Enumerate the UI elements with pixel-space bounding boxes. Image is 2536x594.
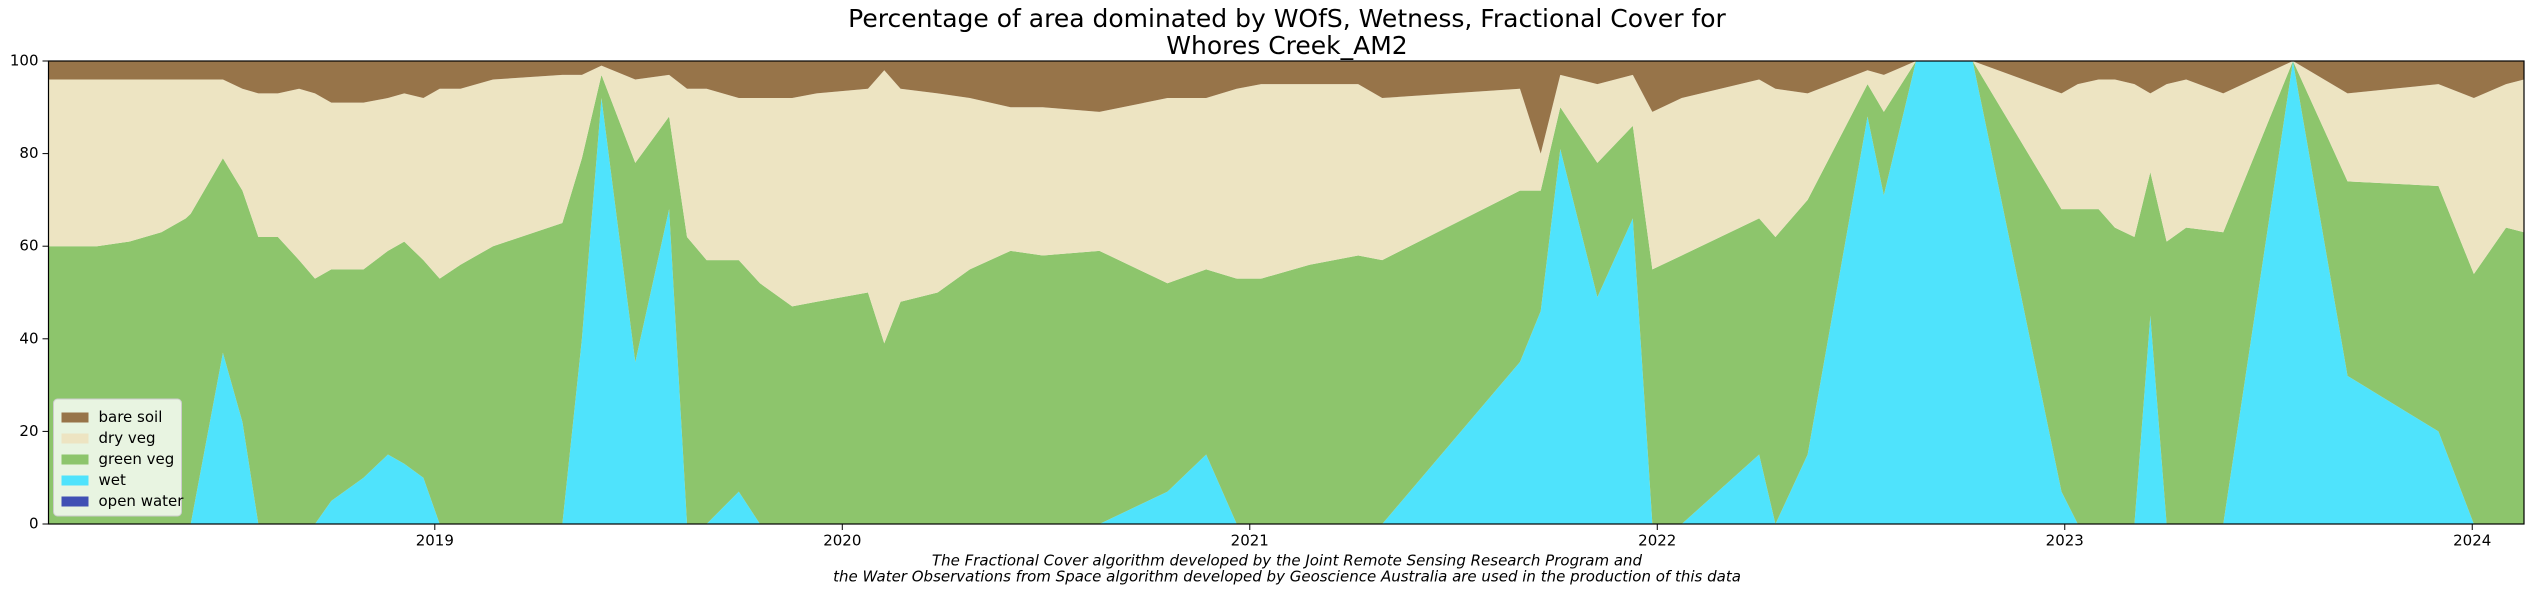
y-tick-label: 100 (10, 52, 39, 70)
footnote: the Water Observations from Space algori… (833, 568, 1741, 586)
x-tick-label: 2024 (2453, 532, 2491, 550)
legend-label: bare soil (99, 408, 163, 426)
legend-label: open water (99, 492, 185, 510)
plot-frame (47, 60, 2525, 525)
legend-label: green veg (99, 450, 175, 468)
legend-label: wet (99, 471, 126, 489)
chart-title: Percentage of area dominated by WOfS, We… (848, 4, 1726, 33)
y-tick-label: 0 (29, 515, 39, 533)
legend-swatch (61, 433, 89, 444)
x-tick-label: 2022 (1638, 532, 1676, 550)
x-tick-label: 2021 (1231, 532, 1269, 550)
y-tick-label: 40 (19, 329, 38, 347)
legend-swatch (61, 412, 89, 423)
legend-label: dry veg (99, 429, 156, 447)
chart-title: Whores Creek_AM2 (1166, 31, 1407, 60)
legend-box (53, 398, 182, 517)
area (48, 61, 2524, 344)
area (48, 61, 2524, 524)
x-tick-label: 2019 (416, 532, 454, 550)
y-tick-label: 20 (19, 422, 38, 440)
y-tick-label: 80 (19, 144, 38, 162)
legend-swatch (61, 496, 89, 507)
legend-swatch (61, 475, 89, 486)
area (48, 61, 2524, 154)
x-tick-label: 2020 (823, 532, 861, 550)
area (48, 61, 2524, 524)
legend-swatch (61, 454, 89, 465)
x-tick-label: 2023 (2046, 532, 2084, 550)
y-tick-label: 60 (19, 237, 38, 255)
footnote: The Fractional Cover algorithm developed… (932, 552, 1643, 570)
